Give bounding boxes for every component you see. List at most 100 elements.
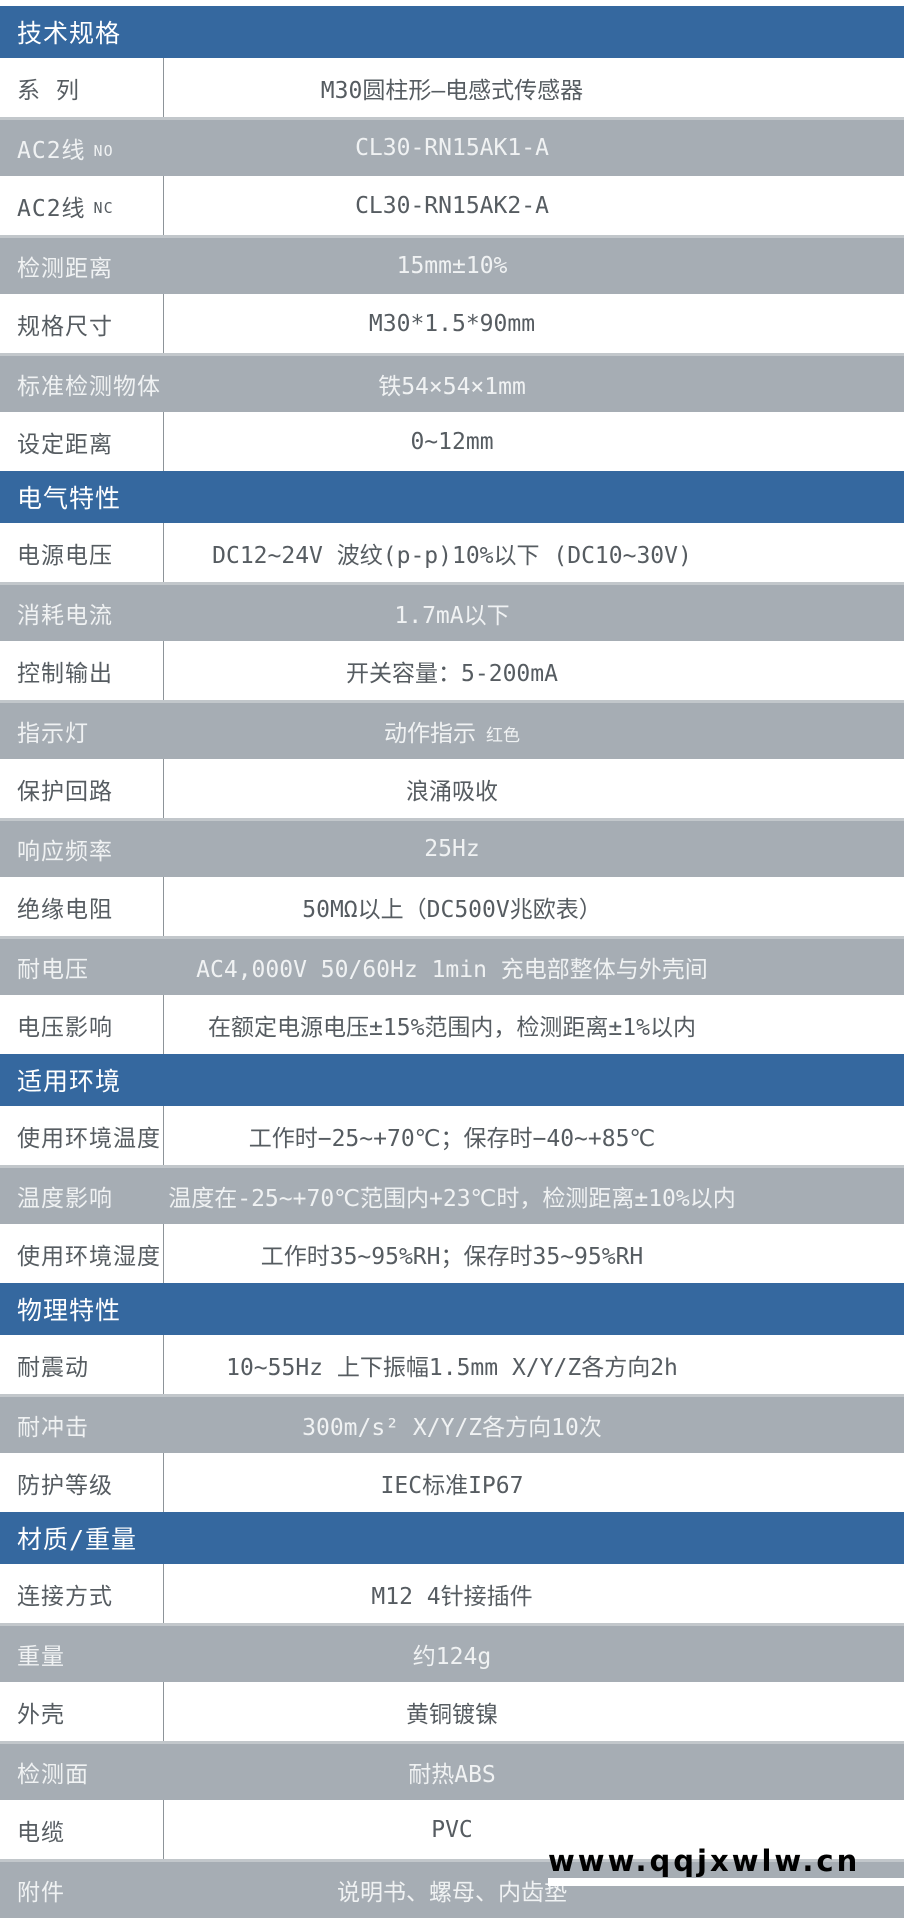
row-value: 耐热ABS <box>408 1762 496 1788</box>
row-label: AC2线 NO <box>17 138 114 164</box>
row-label: 标准检测物体 <box>17 374 161 400</box>
row-value: 15mm±10% <box>396 253 508 279</box>
section-header-label: 适用环境 <box>17 1067 122 1096</box>
row-value: 工作时−25~+70℃；保存时−40~+85℃ <box>248 1125 656 1152</box>
watermark-text: www.qqjxwlw.cn <box>548 1844 861 1878</box>
row-value: 动作指示 红色 <box>0 703 740 759</box>
spec-table: 技术规格系 列 M30圆柱形—电感式传感器 AC2线 NO CL30-RN15AK1-A… <box>0 6 904 1918</box>
spec-row: 检测面 耐热ABS <box>0 1741 904 1800</box>
row-label: 连接方式 <box>17 1583 113 1610</box>
spec-row: 连接方式 M12 4针接插件 <box>0 1564 904 1623</box>
row-value: 温度在-25~+70℃范围内+23℃时，检测距离±10%以内 <box>168 1186 736 1212</box>
spec-row: 标准检测物体 铁54×54×1mm <box>0 353 904 412</box>
row-value-suffix: 红色 <box>486 725 520 746</box>
row-value: M30圆柱形—电感式传感器 <box>320 77 584 104</box>
section-header: 技术规格 <box>0 6 904 58</box>
row-label: 控制输出 <box>17 660 113 687</box>
row-label: 系 列 <box>17 77 80 104</box>
row-value: 在额定电源电压±15%范围内，检测距离±1%以内 <box>208 1014 696 1041</box>
watermark: www.qqjxwlw.cn <box>548 1844 904 1886</box>
row-value: 约124g <box>412 1644 492 1670</box>
row-label: 电压影响 <box>17 1014 113 1041</box>
spec-row: 外壳 黄铜镀镍 <box>0 1682 904 1741</box>
row-value: 300m/s² X/Y/Z各方向10次 <box>302 1415 602 1441</box>
row-label: 附件 <box>17 1880 65 1906</box>
spec-row: 温度影响 温度在-25~+70℃范围内+23℃时，检测距离±10%以内 <box>0 1165 904 1224</box>
spec-row: 使用环境温度 工作时−25~+70℃；保存时−40~+85℃ <box>0 1106 904 1165</box>
row-value: PVC <box>431 1816 473 1843</box>
row-label: 检测距离 <box>17 256 113 282</box>
row-value: AC4,000V 50/60Hz 1min 充电部整体与外壳间 <box>196 957 708 983</box>
row-value: 25Hz <box>424 836 480 862</box>
spec-row: 电缆 PVC <box>0 1800 904 1859</box>
row-value: 50MΩ以上（DC500V兆欧表） <box>302 896 602 923</box>
row-value: 0~12mm <box>410 428 494 455</box>
watermark-underline <box>548 1878 904 1886</box>
row-value: 铁54×54×1mm <box>378 374 526 400</box>
spec-row: 电源电压 DC12~24V 波纹(p-p)10%以下 (DC10~30V) <box>0 523 904 582</box>
row-label: 检测面 <box>17 1762 89 1788</box>
row-label: 耐冲击 <box>17 1415 89 1441</box>
spec-row: 消耗电流 1.7mA以下 <box>0 582 904 641</box>
row-label: 规格尺寸 <box>17 313 113 340</box>
row-label: 指示灯 <box>17 721 89 747</box>
row-label: 响应频率 <box>17 839 113 865</box>
row-label: 电缆 <box>17 1819 65 1846</box>
spec-row: 设定距离 0~12mm <box>0 412 904 471</box>
row-value: 开关容量：5-200mA <box>346 660 558 687</box>
row-label: 保护回路 <box>17 778 113 805</box>
row-label: 电源电压 <box>17 542 113 569</box>
section-header-label: 电气特性 <box>17 484 122 513</box>
row-label: 外壳 <box>17 1701 65 1728</box>
spec-row: 使用环境湿度 工作时35~95%RH；保存时35~95%RH <box>0 1224 904 1283</box>
section-header-label: 材质/重量 <box>17 1525 138 1554</box>
row-label-suffix: NC <box>93 199 114 217</box>
row-label: 防护等级 <box>17 1472 113 1499</box>
spec-row: 耐震动 10~55Hz 上下振幅1.5mm X/Y/Z各方向2h <box>0 1335 904 1394</box>
spec-row: 响应频率 25Hz <box>0 818 904 877</box>
section-header: 物理特性 <box>0 1283 904 1335</box>
row-label: 温度影响 <box>17 1186 113 1212</box>
row-label: 重量 <box>17 1644 65 1670</box>
row-label: 耐震动 <box>17 1354 89 1381</box>
spec-row: 系 列 M30圆柱形—电感式传感器 <box>0 58 904 117</box>
spec-row: 耐冲击 300m/s² X/Y/Z各方向10次 <box>0 1394 904 1453</box>
row-value: 浪涌吸收 <box>406 778 498 805</box>
spec-row: 附件 说明书、螺母、内齿垫 <box>0 1859 904 1918</box>
section-header: 材质/重量 <box>0 1512 904 1564</box>
spec-row: 保护回路 浪涌吸收 <box>0 759 904 818</box>
spec-row: 绝缘电阻 50MΩ以上（DC500V兆欧表） <box>0 877 904 936</box>
row-value: CL30-RN15AK1-A <box>355 135 549 161</box>
row-label: 设定距离 <box>17 431 113 458</box>
section-header: 电气特性 <box>0 471 904 523</box>
row-value: IEC标准IP67 <box>380 1472 524 1499</box>
row-label: 消耗电流 <box>17 603 113 629</box>
spec-row: 重量 约124g <box>0 1623 904 1682</box>
spec-row: 电压影响 在额定电源电压±15%范围内，检测距离±1%以内 <box>0 995 904 1054</box>
spec-row: 耐电压 AC4,000V 50/60Hz 1min 充电部整体与外壳间 <box>0 936 904 995</box>
row-value: 工作时35~95%RH；保存时35~95%RH <box>260 1243 644 1270</box>
row-value: 黄铜镀镍 <box>406 1701 498 1728</box>
row-value: M12 4针接插件 <box>371 1583 533 1610</box>
row-value: 1.7mA以下 <box>394 603 510 629</box>
spec-row: 控制输出 开关容量：5-200mA <box>0 641 904 700</box>
spec-row: AC2线 NO CL30-RN15AK1-A <box>0 117 904 176</box>
row-label: 使用环境温度 <box>17 1125 161 1152</box>
spec-row: 指示灯 动作指示 红色 <box>0 700 904 759</box>
row-value: CL30-RN15AK2-A <box>355 192 549 219</box>
row-label: 使用环境湿度 <box>17 1243 161 1270</box>
row-value: 10~55Hz 上下振幅1.5mm X/Y/Z各方向2h <box>226 1354 678 1381</box>
spec-row: 防护等级 IEC标准IP67 <box>0 1453 904 1512</box>
spec-row: 检测距离 15mm±10% <box>0 235 904 294</box>
section-header-label: 技术规格 <box>17 19 122 48</box>
section-header-label: 物理特性 <box>17 1296 122 1325</box>
row-label-suffix: NO <box>93 141 114 160</box>
section-header: 适用环境 <box>0 1054 904 1106</box>
row-value: M30*1.5*90mm <box>368 310 536 337</box>
row-label: 绝缘电阻 <box>17 896 113 923</box>
row-value: 说明书、螺母、内齿垫 <box>337 1880 567 1906</box>
row-label: AC2线 NC <box>17 195 114 222</box>
spec-row: AC2线 NC CL30-RN15AK2-A <box>0 176 904 235</box>
row-value: DC12~24V 波纹(p-p)10%以下 (DC10~30V) <box>212 542 692 569</box>
row-label: 耐电压 <box>17 957 89 983</box>
